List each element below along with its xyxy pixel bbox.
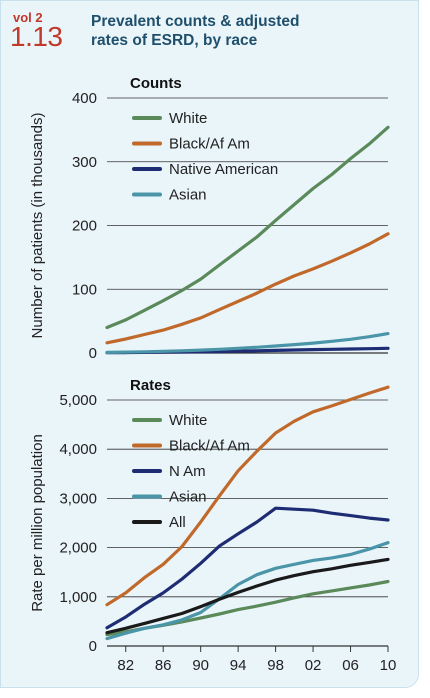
x-tick-label: 02 (305, 657, 322, 674)
x-tick-label: 06 (342, 657, 359, 674)
legend-label: N Am (169, 463, 206, 480)
y-tick-label: 0 (89, 638, 97, 655)
legend-label: White (169, 412, 207, 429)
series-line (105, 541, 390, 641)
legend-label: Native American (169, 161, 278, 178)
y-tick-label: 1,000 (59, 589, 97, 606)
x-tick-label: 10 (380, 657, 397, 674)
y-axis-label: Rate per million population (29, 434, 46, 612)
x-tick-label: 98 (267, 657, 284, 674)
figure-panel: vol 2 1.13 Prevalent counts & adjusted r… (0, 0, 419, 688)
y-tick-label: 300 (72, 154, 97, 171)
series-line (105, 557, 390, 635)
rates-chart: 0 1,000 2,000 3,000 4,000 5,000 Rate per milli… (29, 377, 396, 674)
y-tick-label: 3,000 (59, 490, 97, 507)
series-line (105, 385, 390, 607)
series-line (105, 232, 390, 345)
y-tick-label: 4,000 (59, 441, 97, 458)
counts-chart: 0 100 200 300 400 Number of patients (in thou… (29, 75, 390, 362)
chart-subtitle: Counts (130, 75, 182, 92)
x-tick-label: 82 (117, 657, 134, 674)
x-tick-label: 90 (192, 657, 209, 674)
legend-label: All (169, 514, 186, 531)
y-axis-label: Number of patients (in thousands) (29, 113, 46, 339)
legend-label: White (169, 110, 207, 127)
figure-title: Prevalent counts & adjusted rates of ESR… (91, 13, 300, 49)
series-line (105, 332, 390, 354)
x-tick-label: 86 (155, 657, 172, 674)
y-tick-label: 400 (72, 90, 97, 107)
legend-label: Asian (169, 187, 207, 204)
volume-label: vol 2 (13, 10, 43, 25)
y-tick-label: 200 (72, 218, 97, 235)
x-tick-label: 94 (230, 657, 247, 674)
legend-label: Asian (169, 489, 207, 506)
y-tick-label: 5,000 (59, 392, 97, 409)
y-tick-label: 0 (89, 345, 97, 362)
y-tick-label: 100 (72, 281, 97, 298)
legend-label: Black/Af Am (169, 438, 250, 455)
series-line (105, 506, 390, 630)
figure-number: 1.13 (10, 21, 63, 52)
y-tick-label: 2,000 (59, 540, 97, 557)
legend-label: Black/Af Am (169, 136, 250, 153)
chart-subtitle: Rates (130, 377, 171, 394)
series-line (105, 125, 390, 330)
